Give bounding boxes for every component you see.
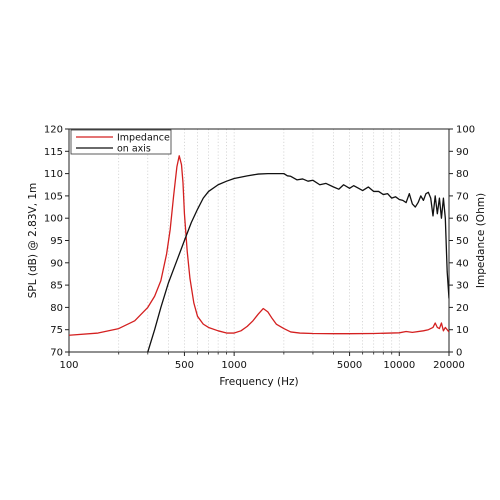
y-right-tick-label: 100	[456, 125, 475, 136]
y-right-tick-label: 70	[456, 191, 469, 202]
series-line-on-axis	[147, 172, 449, 352]
y-right-tick-label: 0	[456, 348, 462, 359]
x-tick-label: 20000	[433, 360, 465, 371]
y-left-axis-title: SPL (dB) @ 2.83V, 1m	[27, 183, 39, 299]
y-right-tick-label: 10	[456, 325, 469, 336]
y-left-tick-label: 100	[44, 214, 63, 225]
y-left-tick-label: 90	[50, 258, 63, 269]
y-left-tick-label: 75	[50, 325, 63, 336]
y-right-tick-label: 90	[456, 147, 469, 158]
x-axis-title: Frequency (Hz)	[219, 376, 298, 388]
legend-box	[70, 129, 172, 155]
series-line-impedance	[69, 155, 449, 336]
legend-label: on axis	[117, 144, 151, 155]
y-right-axis-title: Impedance (Ohm)	[475, 193, 487, 288]
y-left-tick-label: 85	[50, 281, 63, 292]
y-left-tick-label: 70	[50, 348, 63, 359]
y-right-tick-label: 50	[456, 236, 469, 247]
y-right-tick-label: 80	[456, 169, 469, 180]
x-tick-label: 500	[175, 360, 194, 371]
x-tick-label: 10000	[383, 360, 415, 371]
y-right-tick-label: 40	[456, 258, 469, 269]
legend-label: Impedance	[117, 133, 170, 144]
y-right-tick-label: 30	[456, 281, 469, 292]
y-left-tick-label: 110	[44, 169, 63, 180]
y-right-tick-label: 20	[456, 303, 469, 314]
y-left-tick-label: 80	[50, 303, 63, 314]
y-left-tick-label: 115	[44, 147, 63, 158]
y-left-tick-label: 95	[50, 236, 63, 247]
x-tick-label: 100	[59, 360, 78, 371]
y-left-tick-label: 120	[44, 125, 63, 136]
y-right-tick-label: 60	[456, 214, 469, 225]
x-tick-label: 5000	[337, 360, 362, 371]
x-tick-label: 1000	[221, 360, 246, 371]
y-left-tick-label: 105	[44, 191, 63, 202]
